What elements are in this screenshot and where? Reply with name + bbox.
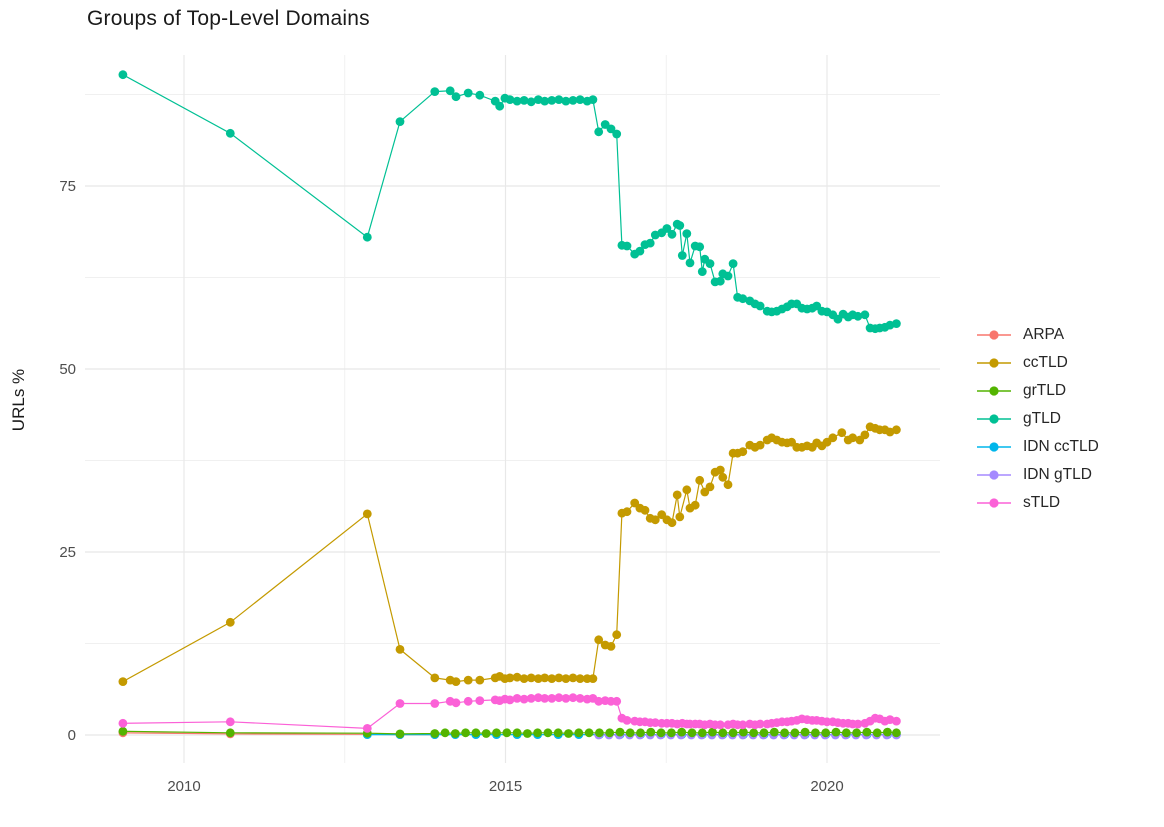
legend: ARPA ccTLD grTLD gTLD IDN ccTLD IDN gTLD sTLD: [976, 321, 1099, 517]
legend-key-icon: [977, 470, 1011, 480]
x-tick-label: 2020: [810, 778, 843, 795]
y-tick-label: 75: [59, 178, 76, 195]
legend-item-stld: sTLD: [976, 489, 1099, 517]
legend-item-idn-gtld: IDN gTLD: [976, 461, 1099, 489]
legend-item-arpa: ARPA: [976, 321, 1099, 349]
legend-key-icon: [977, 330, 1011, 340]
legend-item-gtld: gTLD: [976, 405, 1099, 433]
legend-item-grtld: grTLD: [976, 377, 1099, 405]
legend-item-label: IDN gTLD: [1023, 466, 1092, 483]
legend-item-label: ARPA: [1023, 326, 1065, 343]
legend-item-cctld: ccTLD: [976, 349, 1099, 377]
legend-item-label: IDN ccTLD: [1023, 438, 1099, 455]
legend-key-icon: [977, 442, 1011, 452]
axis-tick-labels: 0 25 50 75 2010 2015 2020: [59, 178, 843, 795]
chart-title: Groups of Top-Level Domains: [87, 7, 370, 30]
x-tick-label: 2015: [489, 778, 522, 795]
legend-item-label: sTLD: [1023, 494, 1061, 511]
y-tick-label: 25: [59, 544, 76, 561]
series-stld: [118, 693, 901, 733]
y-tick-label: 50: [59, 361, 76, 378]
legend-key-icon: [977, 498, 1011, 508]
legend-item-label: ccTLD: [1023, 354, 1068, 371]
legend-item-label: grTLD: [1023, 382, 1067, 399]
legend-key-icon: [977, 358, 1011, 368]
series-grtld: [118, 726, 901, 739]
x-tick-label: 2010: [167, 778, 200, 795]
series-cctld: [118, 422, 901, 686]
legend-item-idn-cctld: IDN ccTLD: [976, 433, 1099, 461]
y-axis-label: URLs %: [9, 368, 28, 432]
legend-key-icon: [977, 386, 1011, 396]
gridlines: [85, 55, 940, 763]
series-gtld: [118, 70, 901, 334]
legend-key-icon: [977, 414, 1011, 424]
legend-item-label: gTLD: [1023, 410, 1061, 427]
y-tick-label: 0: [68, 727, 76, 744]
